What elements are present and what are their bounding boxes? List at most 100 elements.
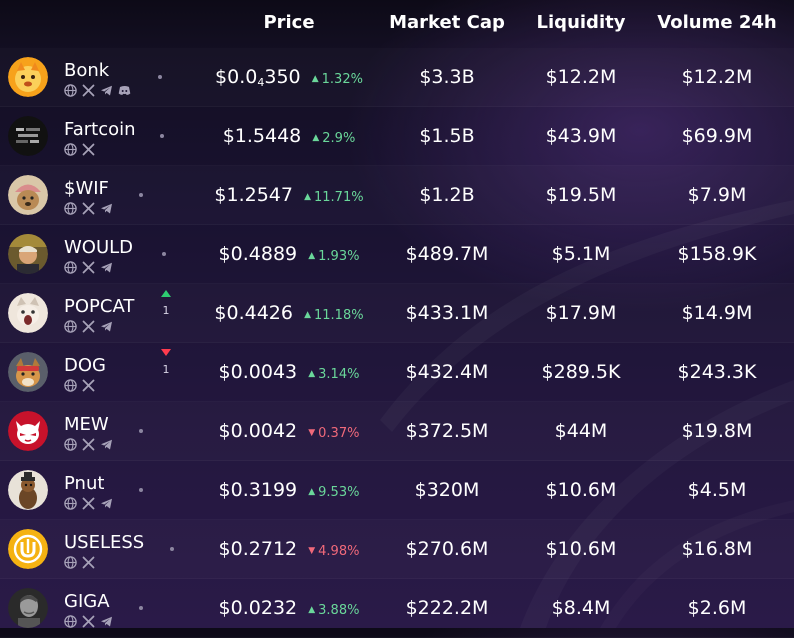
discord-icon[interactable] [118,84,131,97]
token-name[interactable]: Fartcoin [64,119,136,140]
arrow-down-icon: ▼ [308,546,316,556]
price-change-value: 3.88% [318,603,360,618]
token-avatar[interactable] [8,57,48,97]
table-row[interactable]: Fartcoin $1.5448 ▲ 2.9% $1.5B $43.9M $69.… [0,107,794,166]
token-name[interactable]: GIGA [64,591,110,612]
token-avatar[interactable] [8,411,48,451]
globe-icon[interactable] [64,615,77,628]
table-row[interactable]: $WIF $1.2547 ▲ 11.71% $1.2B $19.5M $7.9M [0,166,794,225]
table-row[interactable]: GIGA $0.0232 ▲ 3.88% $222.2M $8.4M $2.6M [0,579,794,638]
liquidity-value: $17.9M [545,302,617,324]
token-name[interactable]: Pnut [64,473,105,494]
price-main: $0.3199 [218,479,298,501]
table-row[interactable]: USELESS $0.2712 ▼ 4.98% $270.6M $10.6M $1… [0,520,794,579]
market-cap-value: $270.6M [405,538,489,560]
price-value: $0.4426 [214,302,293,324]
price-cell: $0.0232 ▲ 3.88% [204,597,374,619]
x-icon[interactable] [82,84,95,97]
token-name[interactable]: DOG [64,355,106,376]
telegram-icon[interactable] [100,497,113,510]
table-row[interactable]: WOULD $0.4889 ▲ 1.93% $489.7M $5.1M $158.… [0,225,794,284]
column-header-volume-24h[interactable]: Volume 24h [657,12,777,33]
telegram-icon[interactable] [100,84,113,97]
price-change-value: 1.93% [318,249,360,264]
price-change: ▲ 11.71% [304,190,364,205]
table-row[interactable]: Pnut $0.3199 ▲ 9.53% $320M $10.6M $4.5M [0,461,794,520]
price-change-value: 9.53% [318,485,360,500]
rank-down-icon [158,349,174,356]
table-row[interactable]: DOG 1 $0.0043 ▲ 3.14% $432.4M $289.5K $24… [0,343,794,402]
x-icon[interactable] [82,202,95,215]
telegram-icon[interactable] [100,320,113,333]
token-name[interactable]: MEW [64,414,109,435]
token-name[interactable]: USELESS [64,532,145,553]
market-cap-value: $372.5M [405,420,489,442]
globe-icon[interactable] [64,261,77,274]
social-links [64,261,113,274]
liquidity-value: $289.5K [541,361,621,383]
x-icon[interactable] [82,615,95,628]
market-cap-value: $1.2B [419,184,475,206]
token-avatar[interactable] [8,470,48,510]
market-cap-value: $1.5B [419,125,475,147]
price-main: $0.0042 [218,420,298,442]
table-row[interactable]: Bonk $0.04350 ▲ 1.32% $3.3B $12.2M $12.2M [0,48,794,107]
telegram-icon[interactable] [100,202,113,215]
token-name[interactable]: POPCAT [64,296,135,317]
x-icon[interactable] [82,379,95,392]
token-avatar[interactable] [8,529,48,569]
table-row[interactable]: MEW $0.0042 ▼ 0.37% $372.5M $44M $19.8M [0,402,794,461]
volume-24h-value: $69.9M [681,125,753,147]
price-change-value: 1.32% [321,72,363,87]
price-change-value: 2.9% [322,131,356,146]
x-icon[interactable] [82,261,95,274]
column-header-market-cap[interactable]: Market Cap [389,12,505,33]
token-table: Bonk $0.04350 ▲ 1.32% $3.3B $12.2M $12.2M… [0,48,794,638]
token-name[interactable]: WOULD [64,237,134,258]
globe-icon[interactable] [64,84,77,97]
market-cap-value: $489.7M [405,243,489,265]
price-change: ▲ 9.53% [308,485,359,500]
volume-24h-value: $2.6M [687,597,747,619]
token-name[interactable]: $WIF [64,178,109,199]
market-cap-value: $222.2M [405,597,489,619]
price-cell: $0.4426 ▲ 11.18% [204,302,374,324]
price-cell: $0.0042 ▼ 0.37% [204,420,374,442]
separator-dot [158,75,162,79]
globe-icon[interactable] [64,202,77,215]
price-change: ▼ 0.37% [308,426,359,441]
token-avatar[interactable] [8,352,48,392]
column-header-liquidity[interactable]: Liquidity [536,12,626,33]
liquidity-value: $5.1M [551,243,611,265]
liquidity-value: $12.2M [545,66,617,88]
arrow-up-icon: ▲ [304,192,311,202]
x-icon[interactable] [82,320,95,333]
volume-24h-value: $7.9M [687,184,747,206]
token-avatar[interactable] [8,175,48,215]
globe-icon[interactable] [64,143,77,156]
token-name[interactable]: Bonk [64,60,110,81]
token-avatar[interactable] [8,234,48,274]
table-row[interactable]: POPCAT 1 $0.4426 ▲ 11.18% $433.1M $17.9M … [0,284,794,343]
x-icon[interactable] [82,143,95,156]
separator-dot [160,134,164,138]
price-value: $0.0232 [219,597,298,619]
telegram-icon[interactable] [100,261,113,274]
globe-icon[interactable] [64,438,77,451]
price-main: $0.4426 [214,302,293,324]
liquidity-value: $43.9M [545,125,617,147]
column-header-price[interactable]: Price [263,12,315,33]
token-avatar[interactable] [8,116,48,156]
globe-icon[interactable] [64,320,77,333]
globe-icon[interactable] [64,556,77,569]
globe-icon[interactable] [64,497,77,510]
x-icon[interactable] [82,438,95,451]
telegram-icon[interactable] [100,615,113,628]
x-icon[interactable] [82,497,95,510]
token-avatar[interactable] [8,293,48,333]
price-value: $0.4889 [219,243,298,265]
x-icon[interactable] [82,556,95,569]
token-avatar[interactable] [8,588,48,628]
globe-icon[interactable] [64,379,77,392]
telegram-icon[interactable] [100,438,113,451]
